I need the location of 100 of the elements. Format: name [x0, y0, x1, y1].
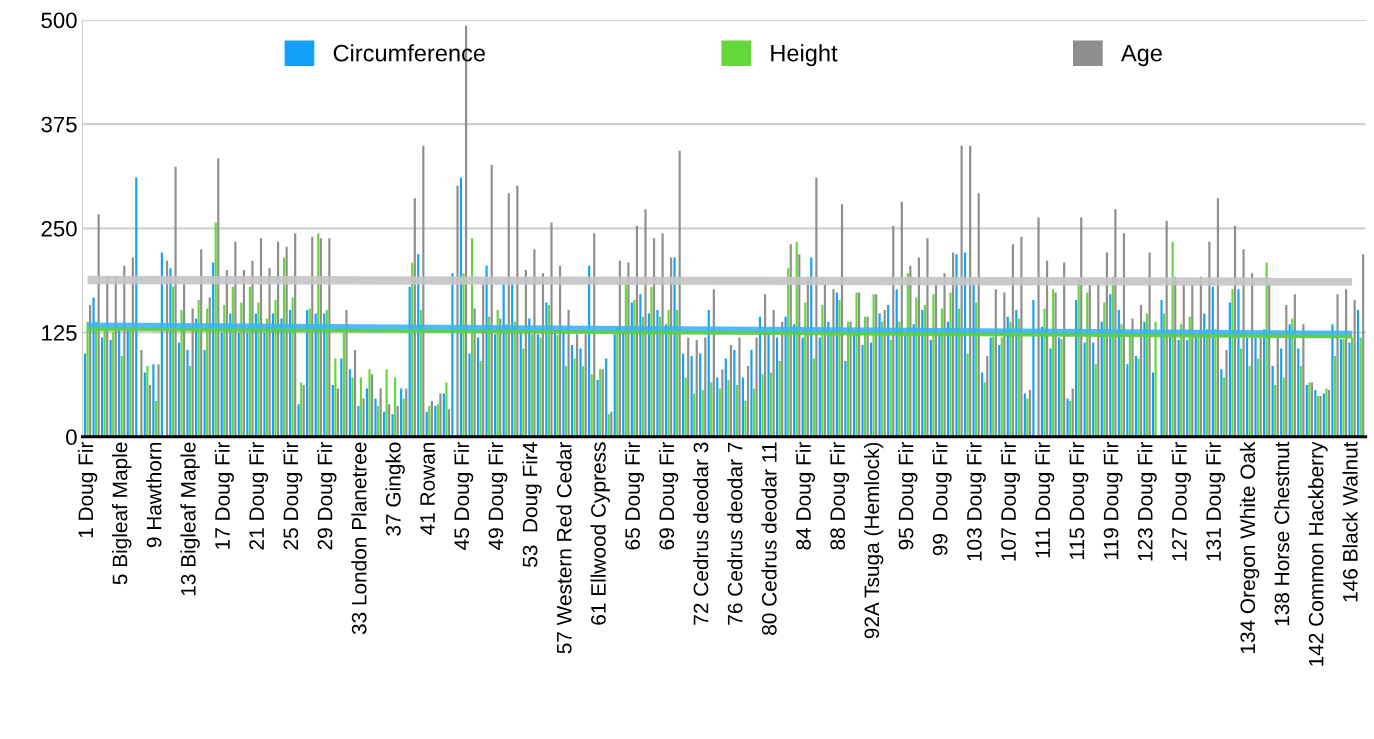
bar: [1254, 337, 1257, 437]
x-tick-label: 41 Rowan: [420, 442, 435, 535]
bar: [943, 273, 946, 437]
bar: [365, 388, 369, 437]
bar: [246, 332, 249, 437]
bar: [1225, 350, 1228, 437]
bar: [1271, 365, 1274, 437]
bar: [476, 337, 480, 437]
bar: [1299, 365, 1302, 437]
x-tick-label: 9 Hawthorn: [146, 442, 162, 548]
bar: [1071, 388, 1074, 437]
x-tick-label: 13 Bigleaf Maple: [180, 442, 200, 596]
y-tick-label: 0: [66, 429, 77, 446]
bar: [405, 388, 408, 437]
bar: [101, 337, 104, 437]
x-tick-label: 115 Doug Fir: [1068, 441, 1089, 559]
bar: [1131, 318, 1134, 437]
bar: [174, 166, 177, 437]
bar: [1020, 236, 1023, 437]
bar: [152, 364, 155, 437]
x-tick-label: 21 Doug Fir: [248, 441, 269, 550]
bar: [998, 345, 1001, 437]
bar: [494, 334, 497, 437]
bar: [92, 297, 95, 437]
bar: [237, 332, 240, 437]
bar: [353, 350, 357, 437]
bar: [1297, 348, 1300, 437]
bar: [157, 364, 160, 437]
bar: [456, 185, 459, 437]
bar: [718, 388, 721, 437]
bar: [573, 358, 576, 437]
bar: [738, 337, 741, 437]
bar: [818, 337, 821, 437]
bar: [1092, 342, 1095, 437]
bar: [485, 265, 488, 437]
x-tick-label: 69 Doug Fir: [658, 441, 679, 550]
bar: [590, 374, 593, 437]
bar: [1094, 364, 1097, 437]
bar: [844, 360, 847, 437]
x-tick-label: 45 Doug Fir: [453, 441, 474, 550]
bar: [1160, 300, 1163, 437]
bar: [584, 334, 587, 437]
bar: [582, 365, 585, 437]
bar: [579, 348, 582, 437]
bar: [1049, 348, 1052, 437]
bar: [695, 340, 698, 437]
bar: [570, 345, 574, 437]
legend-label: Age: [1120, 45, 1162, 67]
bar: [368, 369, 371, 437]
legend-label: Height: [771, 44, 838, 67]
bar: [1356, 310, 1360, 437]
x-tick-label: 5 Bigleaf Maple: [112, 442, 132, 585]
bar: [775, 337, 779, 437]
y-tick-label: 250: [41, 220, 77, 237]
bar: [926, 238, 929, 437]
bar: [251, 260, 254, 437]
bar: [203, 350, 206, 437]
bar: [929, 340, 932, 437]
x-tick-label: 92A Tsuga (Hemlock): [863, 442, 884, 639]
bar: [812, 358, 815, 437]
bar: [801, 337, 804, 437]
bar: [1037, 217, 1040, 437]
bar: [522, 348, 525, 437]
bar: [391, 414, 394, 437]
x-tick-label: 57 Western Red Cedar: [556, 441, 572, 654]
bar: [189, 365, 192, 437]
bar: [687, 337, 690, 437]
x-tick-label: 17 Doug Fir: [214, 441, 234, 549]
x-tick-label: 25 Doug Fir: [282, 441, 303, 550]
y-tick-label: 500: [41, 12, 77, 29]
y-tick-label: 375: [41, 116, 77, 133]
bar: [1083, 342, 1086, 437]
bar: [661, 233, 664, 437]
bar: [755, 337, 758, 437]
x-tick-label: 131 Doug Fir: [1205, 441, 1226, 561]
x-tick-label: 80 Cedrus deodar 11: [761, 442, 777, 635]
bar: [972, 284, 975, 437]
bar: [1276, 337, 1279, 437]
x-tick-label: 61 Ellwood Cypress: [590, 442, 610, 625]
bar: [445, 382, 448, 437]
bar: [1359, 337, 1362, 437]
x-tick-label: 138 Horse Chestnut: [1274, 441, 1290, 626]
x-tick-label: 33 London Planetree: [351, 442, 367, 635]
x-tick-label: 88 Doug Fir: [829, 441, 850, 550]
bar: [177, 342, 181, 437]
bar: [1114, 209, 1117, 437]
bar: [1257, 358, 1260, 437]
bar: [1242, 249, 1245, 437]
bar: [733, 350, 736, 437]
x-tick-label: 119 Doug Fir: [1103, 441, 1123, 559]
bar: [869, 342, 873, 437]
bar: [1169, 336, 1172, 437]
bar: [400, 388, 403, 437]
x-tick-label: 99 Doug Fir: [932, 441, 952, 556]
bar: [1362, 254, 1365, 437]
x-tick-label: 146 Black Walnut: [1342, 441, 1358, 602]
bar: [374, 398, 377, 437]
legend-label: Circumference: [333, 44, 485, 62]
bar: [1186, 340, 1189, 437]
x-tick-label: 1 Doug Fir: [77, 441, 98, 538]
